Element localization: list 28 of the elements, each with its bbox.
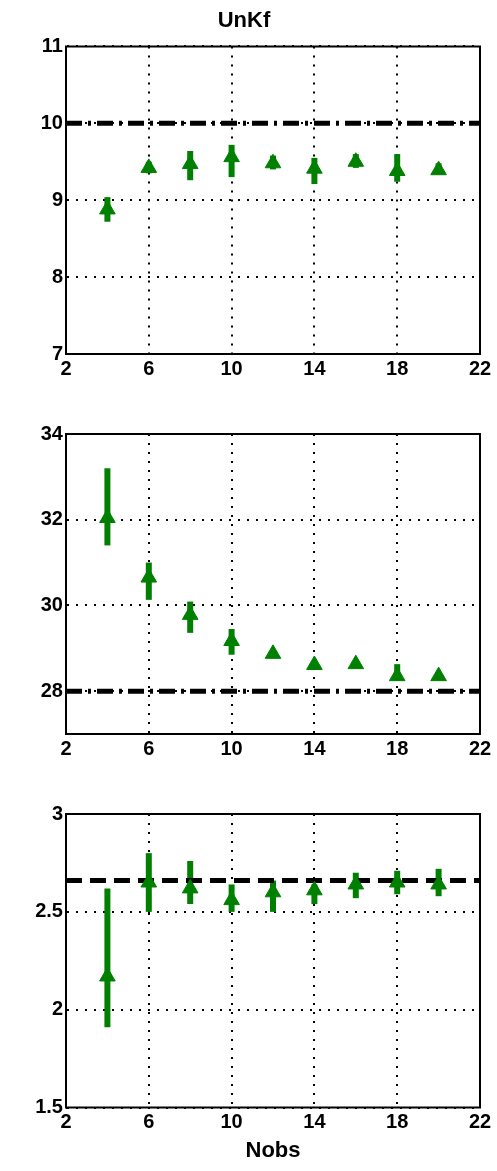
y-tick-label: 2 <box>51 997 63 1020</box>
x-tick-label: 22 <box>468 1110 492 1133</box>
x-tick-label: 22 <box>468 736 492 759</box>
y-tick-label: 3 <box>51 801 63 824</box>
x-tick-label: 14 <box>303 1110 327 1133</box>
x-tick-label: 14 <box>303 356 327 379</box>
x-tick-label: 6 <box>143 1110 155 1133</box>
y-tick-label: 30 <box>40 592 63 615</box>
x-tick-label: 6 <box>143 356 155 379</box>
x-tick-label: 6 <box>143 736 155 759</box>
x-tick-label: 22 <box>468 356 492 379</box>
x-axis-title: Nobs <box>245 1136 301 1162</box>
y-tick-label: 32 <box>40 507 63 530</box>
x-tick-label: 10 <box>220 1110 243 1133</box>
y-tick-label: 11 <box>41 33 63 56</box>
x-tick-label: 18 <box>386 356 409 379</box>
y-tick-label: 34 <box>40 421 64 444</box>
y-tick-label: 9 <box>51 187 63 210</box>
x-tick-label: 14 <box>303 736 327 759</box>
y-tick-label: 28 <box>40 678 63 701</box>
chart-title: UnKf <box>217 7 271 33</box>
x-tick-label: 10 <box>220 356 243 379</box>
x-tick-label: 18 <box>386 736 409 759</box>
y-tick-label: 10 <box>40 110 63 133</box>
y-tick-label: 8 <box>51 264 63 287</box>
x-tick-label: 10 <box>220 736 243 759</box>
y-tick-label: 2.5 <box>35 899 63 922</box>
x-tick-label: 18 <box>386 1110 409 1133</box>
